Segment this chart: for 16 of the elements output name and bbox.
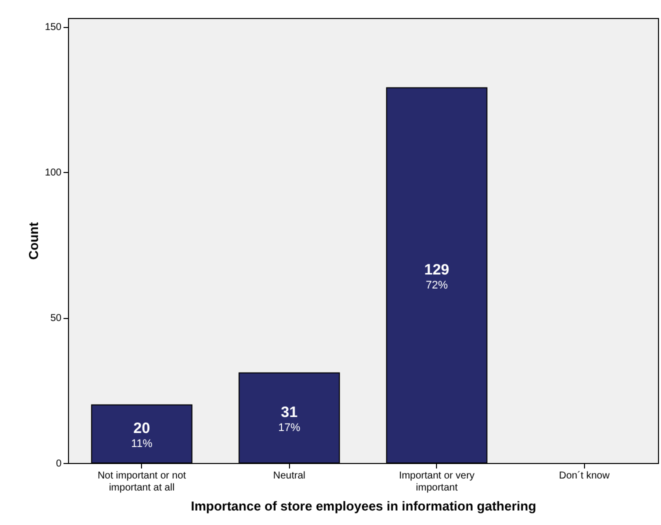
y-axis-title: Count	[26, 222, 41, 260]
x-tick-label: Important or very important	[398, 470, 475, 494]
x-tick-label: Neutral	[273, 470, 306, 482]
annotation: 72%	[426, 279, 448, 292]
x-tick-label: Don´t know	[558, 470, 610, 482]
y-tick-label: 100	[44, 168, 62, 179]
data-label: 31	[280, 404, 298, 421]
y-tick-label: 150	[44, 22, 62, 34]
y-tick-label: 0	[56, 458, 62, 470]
annotation: 17%	[278, 422, 300, 434]
data-label: 20	[133, 420, 150, 437]
y-tick-label: 50	[50, 313, 62, 324]
x-axis-title: Importance of store employees in information gathering	[190, 498, 536, 514]
data-label: 129	[424, 261, 450, 278]
annotation: 11%	[131, 438, 153, 450]
x-tick-label: Not important or not important at all	[98, 470, 186, 494]
